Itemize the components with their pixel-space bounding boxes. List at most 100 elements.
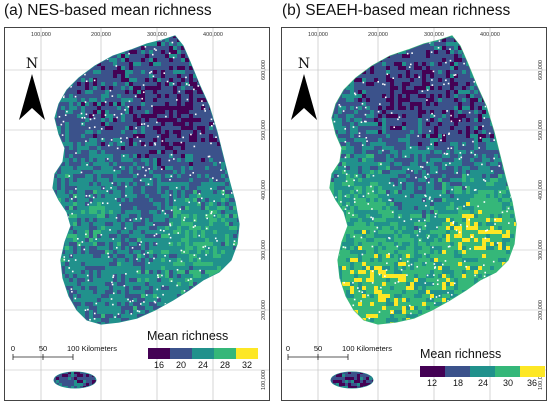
raster-cell <box>137 190 141 194</box>
raster-cell <box>137 294 141 298</box>
raster-cell <box>145 158 149 162</box>
raster-cell <box>173 314 177 318</box>
raster-gap <box>224 48 227 50</box>
raster-cell <box>117 46 121 50</box>
raster-cell <box>354 58 358 62</box>
raster-cell <box>157 262 161 266</box>
raster-cell <box>157 198 161 202</box>
raster-cell <box>225 114 229 118</box>
raster-cell <box>169 230 173 234</box>
x-tick-label: 100,000 <box>31 32 51 38</box>
raster-gap <box>110 187 112 189</box>
raster-cell <box>173 242 177 246</box>
raster-cell <box>237 94 239 98</box>
raster-cell <box>438 50 442 54</box>
raster-cell <box>73 278 77 282</box>
raster-cell <box>61 254 65 258</box>
raster-cell <box>113 254 117 258</box>
raster-cell <box>145 150 149 154</box>
raster-cell <box>193 270 197 274</box>
raster-cell <box>95 372 96 374</box>
raster-cell <box>121 66 125 70</box>
raster-cell <box>113 298 117 302</box>
raster-cell <box>213 234 217 238</box>
raster-cell <box>233 110 237 114</box>
raster-gap <box>157 135 159 138</box>
raster-cell <box>229 246 233 250</box>
raster-cell <box>97 122 101 126</box>
raster-gap <box>129 300 132 303</box>
raster-cell <box>61 318 65 322</box>
raster-cell <box>49 106 53 110</box>
raster-cell <box>73 54 77 58</box>
raster-cell <box>137 54 141 58</box>
raster-cell <box>81 110 85 114</box>
raster-cell <box>145 206 149 210</box>
raster-cell <box>101 194 105 198</box>
raster-cell <box>229 262 233 266</box>
raster-cell <box>97 134 101 138</box>
raster-cell <box>237 114 239 118</box>
raster-cell <box>209 194 213 198</box>
raster-cell <box>49 242 53 246</box>
raster-cell <box>197 286 201 290</box>
raster-cell <box>61 326 65 330</box>
raster-cell <box>510 74 514 78</box>
raster-cell <box>77 246 81 250</box>
raster-cell <box>225 250 229 254</box>
raster-cell <box>177 154 181 158</box>
raster-gap <box>63 256 66 258</box>
raster-cell <box>145 198 149 202</box>
raster-cell <box>241 186 245 190</box>
raster-cell <box>97 266 101 270</box>
raster-cell <box>370 38 374 42</box>
raster-cell <box>454 50 458 54</box>
raster-cell <box>233 138 237 142</box>
raster-cell <box>213 62 217 66</box>
raster-cell <box>53 222 57 226</box>
raster-gap <box>112 303 114 306</box>
raster-cell <box>394 36 398 38</box>
raster-gap <box>78 244 81 246</box>
raster-cell <box>205 150 209 154</box>
raster-gap <box>62 231 65 234</box>
raster-cell <box>61 114 65 118</box>
raster-cell <box>77 166 81 170</box>
raster-cell <box>65 326 69 330</box>
raster-gap <box>85 140 87 143</box>
raster-cell <box>169 302 173 306</box>
raster-cell <box>386 98 390 102</box>
raster-cell <box>145 230 149 234</box>
raster-cell <box>93 150 97 154</box>
raster-cell <box>193 194 197 198</box>
raster-cell <box>189 206 193 210</box>
raster-cell <box>217 190 221 194</box>
raster-cell <box>221 58 225 62</box>
raster-cell <box>169 186 173 190</box>
raster-cell <box>177 250 181 254</box>
raster-cell <box>181 314 185 318</box>
raster-cell <box>97 158 101 162</box>
raster-cell <box>241 230 245 234</box>
raster-cell <box>153 94 157 98</box>
raster-cell <box>434 74 438 78</box>
raster-cell <box>113 250 117 254</box>
raster-cell <box>53 62 57 66</box>
raster-gap <box>93 117 96 120</box>
raster-cell <box>213 266 217 270</box>
raster-cell <box>145 246 149 250</box>
raster-cell <box>390 98 394 102</box>
raster-cell <box>474 86 478 90</box>
raster-cell <box>65 262 69 266</box>
raster-cell <box>89 94 93 98</box>
raster-cell <box>169 286 173 290</box>
raster-cell <box>149 114 153 118</box>
raster-gap <box>144 174 146 177</box>
raster-cell <box>153 186 157 190</box>
raster-cell <box>109 102 113 106</box>
raster-cell <box>229 242 233 246</box>
north-arrow: N <box>19 56 45 120</box>
raster-cell <box>89 174 93 178</box>
raster-cell <box>378 46 382 50</box>
raster-cell <box>121 286 125 290</box>
